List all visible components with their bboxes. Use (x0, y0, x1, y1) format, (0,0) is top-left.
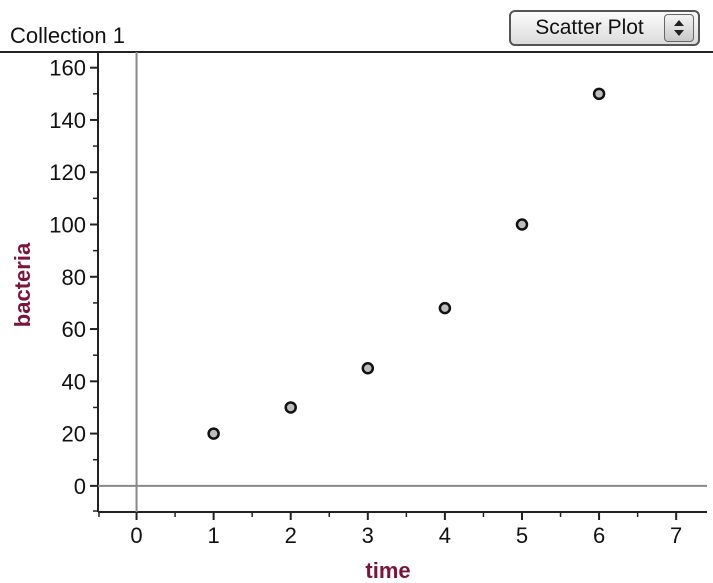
x-tick-label: 5 (516, 523, 528, 548)
x-tick-label: 1 (208, 523, 220, 548)
plot-type-select[interactable]: Scatter Plot (509, 10, 700, 46)
y-axis-title: bacteria (10, 242, 35, 327)
y-tick-label: 20 (62, 422, 86, 447)
data-point (284, 401, 297, 414)
x-tick-label: 0 (130, 523, 142, 548)
plot-type-label: Scatter Plot (535, 16, 644, 39)
data-point (438, 301, 452, 315)
x-tick-label: 3 (362, 523, 374, 548)
data-point (207, 427, 220, 440)
x-tick-label: 6 (593, 523, 605, 548)
data-point (592, 87, 606, 101)
y-tick-label: 0 (74, 474, 86, 499)
x-tick-label: 2 (285, 523, 297, 548)
data-point (361, 362, 375, 375)
data-point (515, 218, 529, 231)
y-tick-label: 120 (49, 160, 86, 185)
y-tick-label: 140 (49, 108, 86, 133)
y-tick-label: 40 (62, 369, 86, 394)
y-tick-label: 160 (49, 56, 86, 81)
y-tick-label: 60 (62, 317, 86, 342)
up-down-arrows-icon (664, 14, 694, 42)
y-tick-label: 80 (62, 265, 86, 290)
y-tick-label: 100 (49, 213, 86, 238)
x-tick-label: 4 (439, 523, 451, 548)
x-axis-title: time (365, 558, 410, 583)
x-tick-label: 7 (670, 523, 682, 548)
collection-title: Collection 1 (10, 23, 125, 48)
